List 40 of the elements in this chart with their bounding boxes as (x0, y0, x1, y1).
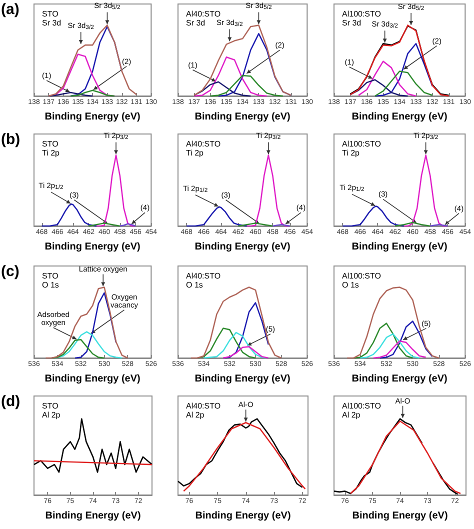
chart-subtitle: Ti 2p (186, 148, 204, 158)
x-axis-title: Binding Energy (eV) (44, 242, 140, 252)
x-axis-title: Binding Energy (eV) (44, 374, 140, 384)
chart-title: STO (42, 140, 58, 148)
chart-title: Al100:STO (342, 10, 381, 18)
chart-subtitle: Ti 2p (342, 148, 360, 158)
x-axis-title: Binding Energy (eV) (44, 112, 140, 122)
text: (d) (1, 393, 20, 410)
chart-title: STO (42, 402, 58, 410)
chart-subtitle: Al 2p (342, 410, 361, 420)
chart-subtitle: Sr 3d (42, 18, 62, 28)
chart-title: Al40:STO (186, 272, 221, 280)
chart-subtitle: O 1s (342, 280, 359, 290)
chart-subtitle: O 1s (42, 280, 59, 290)
chart-title: Al40:STO (186, 10, 221, 18)
text: (a) (1, 1, 20, 18)
x-axis-title: Binding Energy (eV) (194, 374, 290, 384)
x-axis-title: Binding Energy (eV) (195, 510, 291, 522)
chart-subtitle: O 1s (186, 280, 203, 290)
x-axis-title: Binding Energy (eV) (352, 112, 448, 122)
chart-title: STO (42, 10, 58, 18)
x-axis-title: Binding Energy (eV) (352, 374, 448, 384)
chart-subtitle: Ti 2p (42, 148, 60, 158)
x-axis-title: Binding Energy (eV) (352, 510, 448, 522)
chart-subtitle: Sr 3d (342, 18, 362, 28)
chart-title: Al100:STO (342, 272, 381, 280)
chart-subtitle: Al 2p (186, 410, 205, 420)
chart-title: Al40:STO (186, 402, 221, 410)
chart-title: Al100:STO (342, 402, 381, 410)
chart-title: STO (42, 272, 58, 280)
x-axis-title: Binding Energy (eV) (194, 112, 290, 122)
text: (c) (1, 263, 20, 280)
chart-title: Al100:STO (342, 140, 381, 148)
x-axis-title: Binding Energy (eV) (45, 510, 141, 522)
x-axis-title: Binding Energy (eV) (352, 242, 448, 252)
x-axis-title: Binding Energy (eV) (194, 242, 290, 252)
text: (b) (1, 131, 20, 148)
chart-subtitle: Al 2p (42, 410, 61, 420)
chart-title: Al40:STO (186, 140, 221, 148)
chart-subtitle: Sr 3d (186, 18, 206, 28)
